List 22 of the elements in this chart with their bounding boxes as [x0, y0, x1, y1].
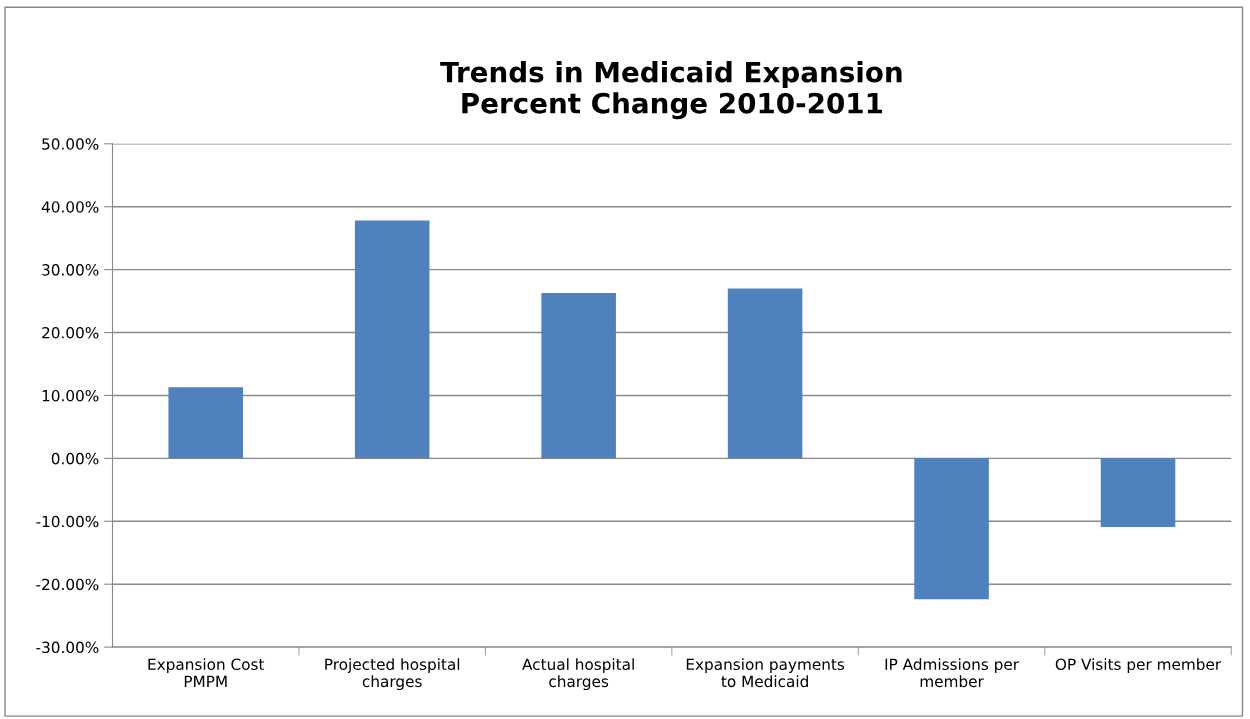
bar	[168, 387, 244, 459]
bar	[541, 292, 616, 459]
bar	[727, 288, 803, 459]
x-tick-label: Expansion payments to Medicaid	[686, 658, 845, 688]
y-tick-label: 0.00%	[51, 452, 99, 465]
x-tick-label: Expansion Cost PMPM	[148, 658, 265, 687]
y-tick-label: -30.00%	[36, 641, 99, 654]
y-tick-label: -20.00%	[36, 578, 99, 591]
bar	[1100, 458, 1176, 527]
y-tick-label: -10.00%	[36, 515, 99, 528]
x-tick-label: Actual hospital charges	[522, 658, 634, 691]
y-tick-label: 20.00%	[42, 327, 99, 339]
x-tick-label: Projected hospital charges	[325, 658, 460, 691]
x-tick-label: OP Visits per member	[1055, 658, 1222, 673]
bar	[914, 458, 989, 600]
y-tick-label: 50.00%	[42, 138, 99, 150]
y-tick-label: 30.00%	[42, 264, 99, 276]
x-tick-label: IP Admissions per member	[885, 658, 1020, 688]
y-tick-label: 40.00%	[41, 201, 99, 213]
chart-title: Trends in Medicaid Expansion Percent Change 2010-2011	[440, 61, 902, 120]
bar	[354, 220, 430, 459]
y-tick-label: 10.00%	[42, 389, 99, 402]
